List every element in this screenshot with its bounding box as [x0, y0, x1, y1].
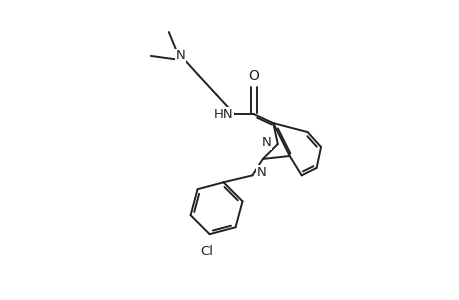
- Text: N: N: [256, 166, 266, 178]
- Text: Cl: Cl: [200, 244, 213, 258]
- Text: O: O: [248, 69, 259, 83]
- Text: N: N: [175, 50, 185, 62]
- Text: N: N: [261, 136, 271, 149]
- Text: HN: HN: [213, 108, 232, 121]
